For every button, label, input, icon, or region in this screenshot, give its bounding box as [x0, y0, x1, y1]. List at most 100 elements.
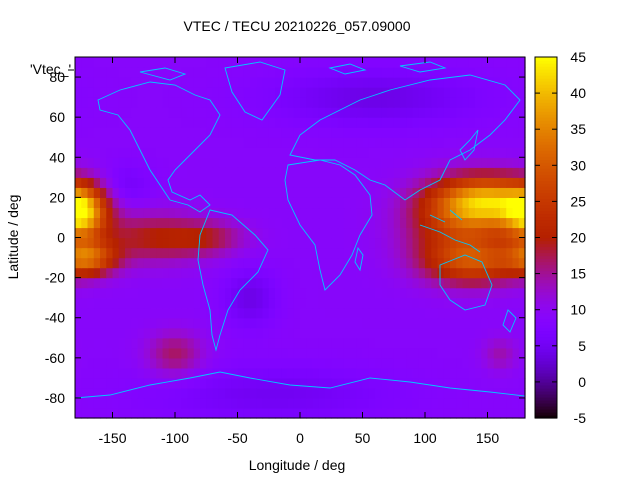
heatmap-cell: [400, 197, 407, 209]
heatmap-cell: [118, 297, 126, 309]
heatmap-cell: [312, 257, 320, 269]
heatmap-cell: [100, 87, 107, 98]
heatmap-cell: [131, 297, 139, 309]
heatmap-cell: [306, 127, 314, 138]
heatmap-cell: [325, 97, 332, 108]
heatmap-cell: [112, 167, 120, 178]
heatmap-cell: [181, 127, 189, 138]
heatmap-cell: [318, 227, 326, 239]
heatmap-cell: [81, 97, 89, 108]
heatmap-cell: [468, 377, 476, 389]
heatmap-cell: [168, 87, 176, 98]
heatmap-cell: [512, 347, 520, 359]
heatmap-cell: [512, 407, 520, 419]
heatmap-cell: [106, 147, 114, 158]
coastline-north-america: [97, 81, 221, 213]
heatmap-cell: [425, 327, 432, 339]
heatmap-cell: [518, 67, 526, 78]
heatmap-cell: [331, 77, 339, 88]
heatmap-cell: [143, 117, 151, 128]
heatmap-cell: [193, 327, 201, 339]
heatmap-cell: [362, 327, 370, 339]
colorbar-tick-label: 15: [570, 266, 586, 282]
heatmap-cell: [437, 157, 445, 168]
heatmap-cell: [150, 197, 157, 209]
heatmap-cell: [181, 187, 189, 198]
heatmap-cell: [100, 137, 107, 148]
heatmap-cell: [87, 347, 95, 359]
heatmap-cell: [275, 217, 282, 229]
heatmap-cell: [387, 127, 395, 138]
heatmap-cell: [200, 177, 207, 188]
heatmap-cell: [500, 357, 507, 369]
colorbar-segment: [535, 186, 557, 190]
heatmap-cell: [343, 247, 351, 259]
heatmap-cell: [406, 97, 414, 108]
heatmap-cell: [425, 377, 432, 389]
heatmap-cell: [256, 377, 264, 389]
heatmap-cell: [125, 177, 132, 188]
heatmap-cell: [75, 257, 82, 269]
heatmap-cell: [493, 317, 501, 329]
heatmap-cell: [81, 297, 89, 309]
heatmap-cell: [350, 367, 357, 379]
heatmap-cell: [87, 367, 95, 379]
heatmap-cell: [412, 397, 420, 409]
y-tick-label: -20: [45, 270, 65, 286]
heatmap-cell: [218, 127, 226, 138]
heatmap-cell: [475, 197, 482, 209]
heatmap-cell: [81, 307, 89, 319]
heatmap-cell: [418, 207, 426, 219]
heatmap-cell: [112, 87, 120, 98]
colorbar-segment: [535, 288, 557, 293]
heatmap-cell: [362, 107, 370, 118]
heatmap-cell: [212, 397, 220, 409]
heatmap-cell: [500, 197, 507, 209]
heatmap-cell: [225, 307, 232, 319]
colorbar: [534, 56, 558, 419]
heatmap-cell: [331, 297, 339, 309]
heatmap-cell: [362, 157, 370, 168]
heatmap-cell: [87, 147, 95, 158]
heatmap-cell: [175, 77, 182, 88]
heatmap-cell: [393, 357, 401, 369]
chart-title: VTEC / TECU 20210226_057.09000: [183, 18, 410, 34]
heatmap-cell: [343, 377, 351, 389]
heatmap-cell: [481, 217, 489, 229]
heatmap-cell: [262, 317, 270, 329]
heatmap-cell: [125, 297, 132, 309]
heatmap-cell: [425, 97, 432, 108]
heatmap-cell: [443, 347, 451, 359]
heatmap-cell: [431, 297, 439, 309]
heatmap-cell: [150, 377, 157, 389]
heatmap-cell: [350, 227, 357, 239]
heatmap-cell: [425, 137, 432, 148]
heatmap-cell: [100, 217, 107, 229]
heatmap-cell: [187, 77, 195, 88]
heatmap-cell: [175, 387, 182, 399]
heatmap-cell: [350, 137, 357, 148]
heatmap-cell: [343, 267, 351, 279]
heatmap-cell: [256, 187, 264, 198]
heatmap-cell: [375, 117, 382, 128]
heatmap-cell: [375, 377, 382, 389]
heatmap-cell: [306, 97, 314, 108]
heatmap-cell: [143, 337, 151, 349]
heatmap-cell: [93, 267, 101, 279]
heatmap-cell: [275, 107, 282, 118]
heatmap-cell: [331, 87, 339, 98]
heatmap-cell: [362, 187, 370, 198]
heatmap-cell: [418, 217, 426, 229]
heatmap-cell: [262, 307, 270, 319]
heatmap-cell: [450, 337, 457, 349]
heatmap-cell: [300, 287, 307, 299]
heatmap-cell: [243, 57, 251, 68]
heatmap-cell: [400, 97, 407, 108]
heatmap-cell: [318, 317, 326, 329]
heatmap-cell: [475, 207, 482, 219]
heatmap-cell: [81, 267, 89, 279]
heatmap-cell: [81, 167, 89, 178]
heatmap-cell: [443, 157, 451, 168]
heatmap-cell: [375, 267, 382, 279]
heatmap-cell: [425, 217, 432, 229]
